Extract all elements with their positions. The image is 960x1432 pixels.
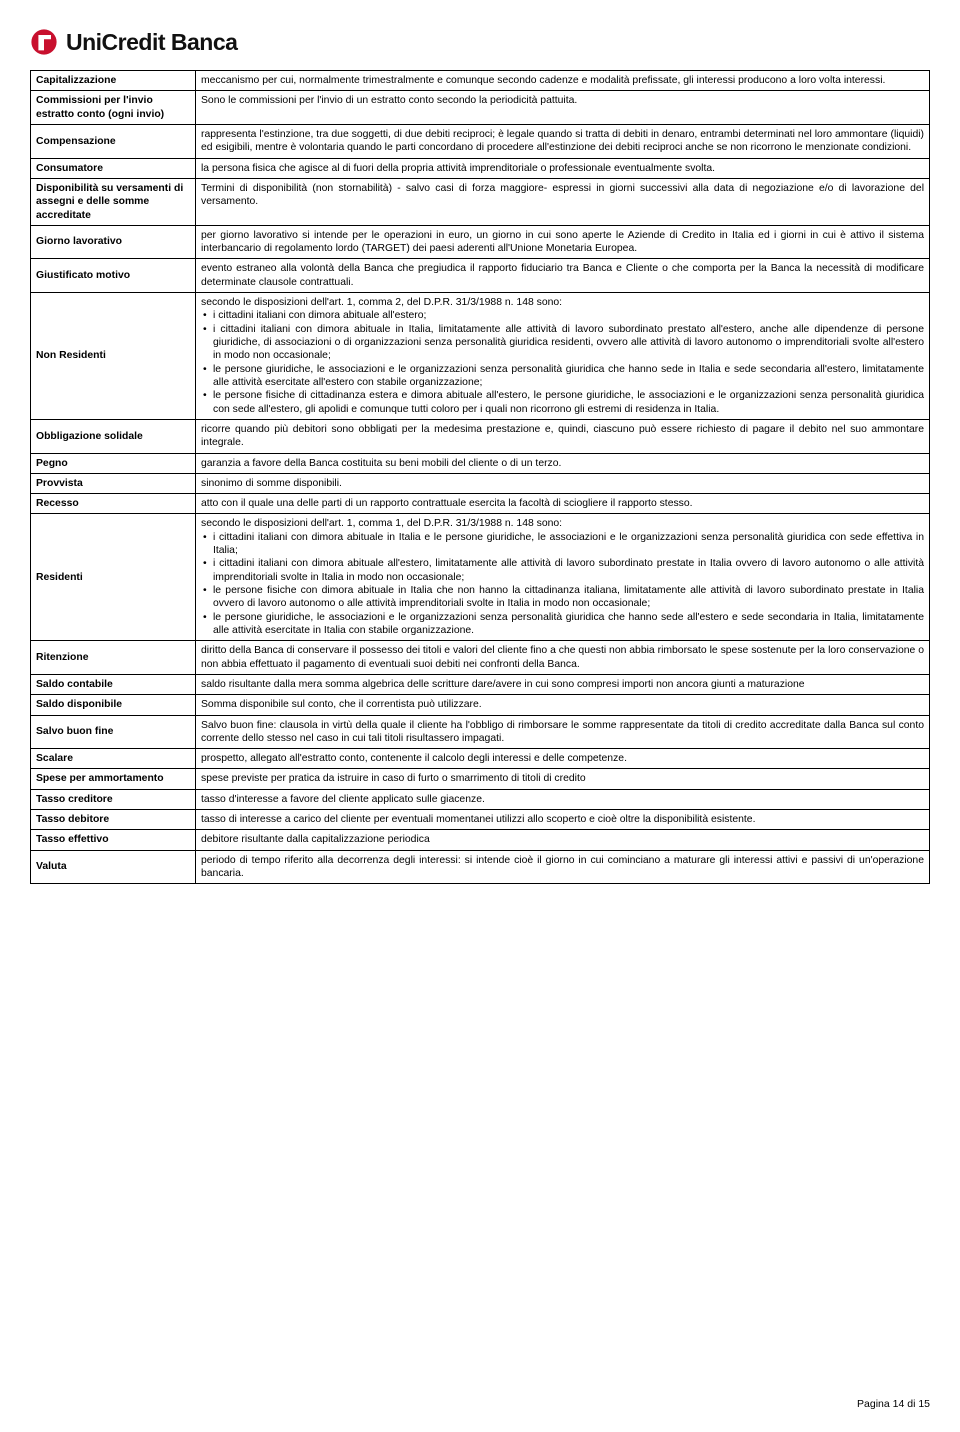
glossary-definition: prospetto, allegato all'estratto conto, … bbox=[196, 749, 930, 769]
glossary-term: Giustificato motivo bbox=[31, 259, 196, 293]
glossary-definition: debitore risultante dalla capitalizzazio… bbox=[196, 830, 930, 850]
list-item: i cittadini italiani con dimora abituale… bbox=[201, 531, 924, 558]
table-row: Provvistasinonimo di somme disponibili. bbox=[31, 473, 930, 493]
glossary-term: Tasso debitore bbox=[31, 810, 196, 830]
table-row: Saldo contabilesaldo risultante dalla me… bbox=[31, 674, 930, 694]
glossary-definition: periodo di tempo riferito alla decorrenz… bbox=[196, 850, 930, 884]
definition-bullet-list: i cittadini italiani con dimora abituale… bbox=[201, 531, 924, 638]
glossary-term: Ritenzione bbox=[31, 641, 196, 675]
glossary-term: Saldo disponibile bbox=[31, 695, 196, 715]
glossary-term: Tasso effettivo bbox=[31, 830, 196, 850]
glossary-term: Giorno lavorativo bbox=[31, 225, 196, 259]
unicredit-logo-icon bbox=[30, 28, 58, 56]
table-row: Disponibilità su versamenti di assegni e… bbox=[31, 178, 930, 225]
table-row: Salvo buon fineSalvo buon fine: clausola… bbox=[31, 715, 930, 749]
table-row: Pegnogaranzia a favore della Banca costi… bbox=[31, 453, 930, 473]
glossary-term: Provvista bbox=[31, 473, 196, 493]
brand-name: UniCredit Banca bbox=[66, 29, 237, 56]
table-row: Consumatorela persona fisica che agisce … bbox=[31, 158, 930, 178]
glossary-definition: la persona fisica che agisce al di fuori… bbox=[196, 158, 930, 178]
glossary-term: Scalare bbox=[31, 749, 196, 769]
glossary-definition: Termini di disponibilità (non stornabili… bbox=[196, 178, 930, 225]
glossary-definition: tasso d'interesse a favore del cliente a… bbox=[196, 789, 930, 809]
definition-bullet-list: i cittadini italiani con dimora abituale… bbox=[201, 309, 924, 416]
glossary-term: Saldo contabile bbox=[31, 674, 196, 694]
glossary-definition: secondo le disposizioni dell'art. 1, com… bbox=[196, 293, 930, 420]
glossary-term: Recesso bbox=[31, 494, 196, 514]
table-row: Tasso debitoretasso di interesse a caric… bbox=[31, 810, 930, 830]
list-item: le persone giuridiche, le associazioni e… bbox=[201, 611, 924, 638]
list-item: le persone fisiche di cittadinanza ester… bbox=[201, 389, 924, 416]
brand-header: UniCredit Banca bbox=[30, 28, 930, 56]
glossary-definition: spese previste per pratica da istruire i… bbox=[196, 769, 930, 789]
glossary-definition: tasso di interesse a carico del cliente … bbox=[196, 810, 930, 830]
table-row: Compensazionerappresenta l'estinzione, t… bbox=[31, 124, 930, 158]
glossary-term: Tasso creditore bbox=[31, 789, 196, 809]
list-item: i cittadini italiani con dimora abituale… bbox=[201, 557, 924, 584]
table-row: Ritenzionediritto della Banca di conserv… bbox=[31, 641, 930, 675]
glossary-term: Commissioni per l'invio estratto conto (… bbox=[31, 91, 196, 125]
document-page: UniCredit Banca Capitalizzazionemeccanis… bbox=[0, 0, 960, 1432]
glossary-definition: garanzia a favore della Banca costituita… bbox=[196, 453, 930, 473]
table-row: Commissioni per l'invio estratto conto (… bbox=[31, 91, 930, 125]
list-item: le persone giuridiche, le associazioni e… bbox=[201, 363, 924, 390]
table-row: Non Residenti secondo le disposizioni del… bbox=[31, 293, 930, 420]
table-row: Scalareprospetto, allegato all'estratto … bbox=[31, 749, 930, 769]
table-row: Residenti secondo le disposizioni dell'ar… bbox=[31, 514, 930, 641]
table-row: Obbligazione solidalericorre quando più … bbox=[31, 419, 930, 453]
definition-intro: secondo le disposizioni dell'art. 1, com… bbox=[201, 296, 924, 309]
table-row: Saldo disponibileSomma disponibile sul c… bbox=[31, 695, 930, 715]
table-row: Tasso effettivodebitore risultante dalla… bbox=[31, 830, 930, 850]
table-row: Giorno lavorativoper giorno lavorativo s… bbox=[31, 225, 930, 259]
glossary-table: Capitalizzazionemeccanismo per cui, norm… bbox=[30, 70, 930, 884]
glossary-definition: diritto della Banca di conservare il pos… bbox=[196, 641, 930, 675]
glossary-term: Capitalizzazione bbox=[31, 71, 196, 91]
definition-intro: secondo le disposizioni dell'art. 1, com… bbox=[201, 517, 924, 530]
list-item: le persone fisiche con dimora abituale i… bbox=[201, 584, 924, 611]
glossary-definition: secondo le disposizioni dell'art. 1, com… bbox=[196, 514, 930, 641]
glossary-definition: Salvo buon fine: clausola in virtù della… bbox=[196, 715, 930, 749]
glossary-definition: rappresenta l'estinzione, tra due sogget… bbox=[196, 124, 930, 158]
glossary-term: Salvo buon fine bbox=[31, 715, 196, 749]
table-row: Spese per ammortamentospese previste per… bbox=[31, 769, 930, 789]
glossary-definition: sinonimo di somme disponibili. bbox=[196, 473, 930, 493]
glossary-term: Pegno bbox=[31, 453, 196, 473]
table-row: Recessoatto con il quale una delle parti… bbox=[31, 494, 930, 514]
glossary-definition: per giorno lavorativo si intende per le … bbox=[196, 225, 930, 259]
glossary-term: Non Residenti bbox=[31, 293, 196, 420]
glossary-definition: Somma disponibile sul conto, che il corr… bbox=[196, 695, 930, 715]
glossary-definition: saldo risultante dalla mera somma algebr… bbox=[196, 674, 930, 694]
glossary-definition: atto con il quale una delle parti di un … bbox=[196, 494, 930, 514]
glossary-term: Consumatore bbox=[31, 158, 196, 178]
page-footer: Pagina 14 di 15 bbox=[857, 1398, 930, 1410]
glossary-term: Compensazione bbox=[31, 124, 196, 158]
glossary-term: Disponibilità su versamenti di assegni e… bbox=[31, 178, 196, 225]
list-item: i cittadini italiani con dimora abituale… bbox=[201, 309, 924, 322]
glossary-definition: Sono le commissioni per l'invio di un es… bbox=[196, 91, 930, 125]
glossary-term: Obbligazione solidale bbox=[31, 419, 196, 453]
glossary-term: Spese per ammortamento bbox=[31, 769, 196, 789]
list-item: i cittadini italiani con dimora abituale… bbox=[201, 323, 924, 363]
table-row: Capitalizzazionemeccanismo per cui, norm… bbox=[31, 71, 930, 91]
glossary-definition: ricorre quando più debitori sono obbliga… bbox=[196, 419, 930, 453]
table-row: Giustificato motivoevento estraneo alla … bbox=[31, 259, 930, 293]
glossary-term: Valuta bbox=[31, 850, 196, 884]
glossary-definition: evento estraneo alla volontà della Banca… bbox=[196, 259, 930, 293]
table-row: Valutaperiodo di tempo riferito alla dec… bbox=[31, 850, 930, 884]
glossary-term: Residenti bbox=[31, 514, 196, 641]
glossary-definition: meccanismo per cui, normalmente trimestr… bbox=[196, 71, 930, 91]
table-row: Tasso creditoretasso d'interesse a favor… bbox=[31, 789, 930, 809]
